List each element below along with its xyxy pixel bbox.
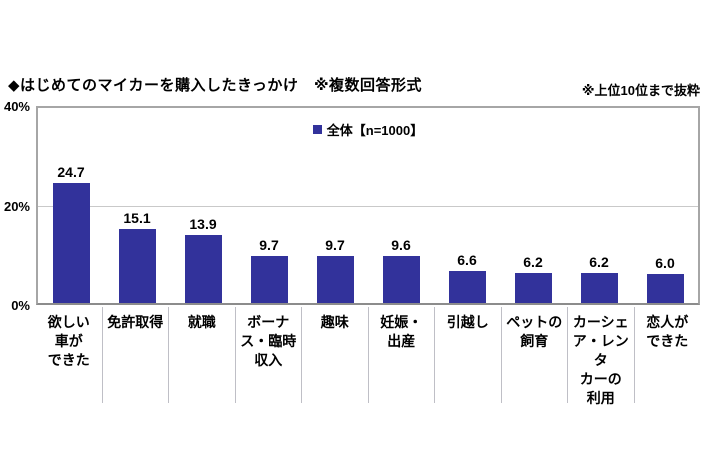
- bar: [184, 235, 222, 303]
- y-axis-tick-40: 40%: [3, 99, 30, 114]
- x-axis-label: ペットの 飼育: [500, 307, 568, 403]
- bar-value-label: 15.1: [123, 210, 151, 227]
- bar-value-label: 6.2: [523, 253, 543, 270]
- y-axis-tick-0: 0%: [11, 298, 30, 313]
- bar: [118, 229, 156, 303]
- bar: [382, 256, 420, 303]
- chart-title: ◆はじめてのマイカーを購入したきっかけ ※複数回答形式: [8, 77, 423, 94]
- bar-value-label: 6.2: [589, 253, 609, 270]
- bar-slot: 9.7: [236, 108, 302, 303]
- x-axis-label: ボーナ ス・臨時 収入: [234, 307, 302, 403]
- bar-slot: 6.2: [500, 108, 566, 303]
- top-right-note: ※上位10位まで抜粋: [581, 83, 700, 98]
- bar-slot: 9.6: [368, 108, 434, 303]
- bar: [514, 272, 552, 303]
- x-axis-label: 免許取得: [101, 307, 169, 403]
- bar: [580, 272, 618, 303]
- legend-square-icon: [312, 125, 322, 134]
- bar-value-label: 9.6: [391, 237, 411, 254]
- bar: [52, 182, 90, 303]
- bar-slot: 6.6: [434, 108, 500, 303]
- plot-area: 全体【n=1000】 24.7 15.1 13.9 9.7 9.7: [36, 106, 700, 305]
- bar-value-label: 13.9: [189, 216, 217, 233]
- x-axis-labels: 欲しい 車が できた 免許取得 就職 ボーナ ス・臨時 収入 趣味 妊娠・ 出産…: [36, 307, 701, 406]
- x-axis-label: 妊娠・ 出産: [367, 307, 435, 403]
- bar-slot: 13.9: [170, 108, 236, 303]
- x-axis-label: カーシェ ア・レンタ カーの 利用: [567, 307, 634, 406]
- x-axis-label: 就職: [168, 307, 235, 403]
- bar: [316, 255, 354, 303]
- x-axis-label: 恋人が できた: [633, 307, 701, 403]
- legend-label: 全体【n=1000】: [326, 123, 424, 138]
- bar-value-label: 9.7: [325, 236, 345, 253]
- bar: [250, 255, 288, 303]
- bar-slot: 6.2: [566, 108, 632, 303]
- legend: 全体【n=1000】: [38, 120, 698, 139]
- bar-value-label: 24.7: [57, 163, 85, 180]
- bar-slot: 24.7: [38, 108, 104, 303]
- bar-slot: 6.0: [632, 108, 698, 303]
- bar: [646, 273, 684, 303]
- bars-container: 24.7 15.1 13.9 9.7 9.7 9.6: [38, 108, 698, 303]
- bar: [448, 270, 486, 303]
- bar-value-label: 9.7: [259, 236, 279, 253]
- x-axis-label: 引越し: [434, 307, 501, 403]
- bar-slot: 9.7: [302, 108, 368, 303]
- x-axis-label: 欲しい 車が できた: [47, 314, 90, 368]
- gridline-20pct: [38, 205, 698, 207]
- y-axis-tick-20: 20%: [3, 199, 30, 214]
- bar-slot: 15.1: [104, 108, 170, 303]
- bar-value-label: 6.0: [655, 254, 675, 271]
- bar-value-label: 6.6: [457, 251, 477, 268]
- x-axis-label: 趣味: [301, 307, 368, 403]
